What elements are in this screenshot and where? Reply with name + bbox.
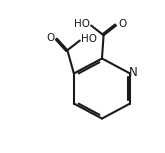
Text: HO: HO <box>74 19 90 29</box>
Text: O: O <box>118 19 127 29</box>
Text: O: O <box>47 32 55 43</box>
Text: HO: HO <box>81 34 97 44</box>
Text: N: N <box>129 66 138 79</box>
